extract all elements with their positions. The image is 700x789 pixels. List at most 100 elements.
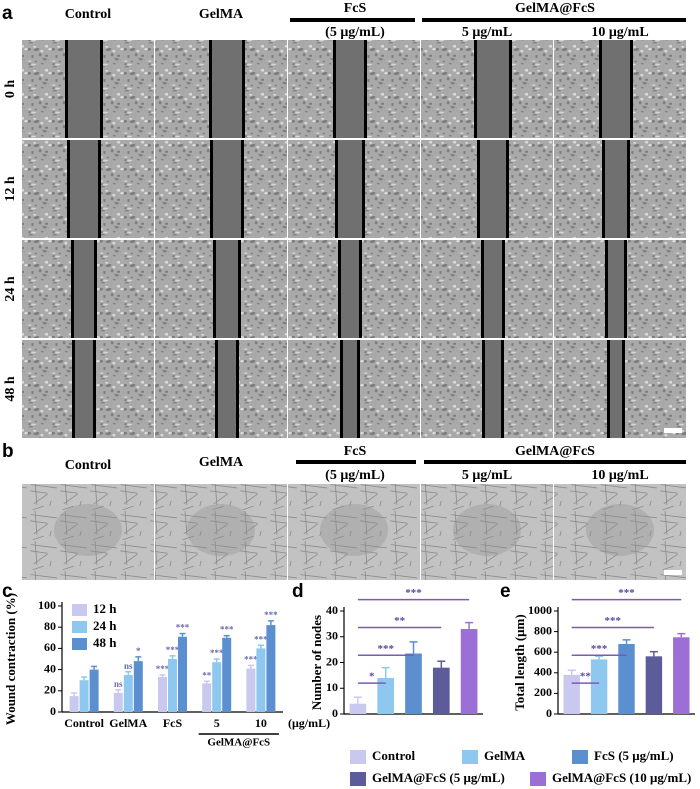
bar <box>256 648 266 712</box>
column-header: 10 μg/mL <box>591 468 648 483</box>
y-tick-label: 40 <box>44 661 56 675</box>
wound-gap <box>337 140 363 238</box>
y-tick-label: 800 <box>534 623 552 637</box>
legend-swatch <box>72 604 87 616</box>
column-header: Control <box>65 458 112 473</box>
gap-edge <box>213 240 216 338</box>
bar <box>178 636 187 712</box>
wound-gap <box>607 240 625 338</box>
column-header: GelMA@FcS <box>515 1 595 16</box>
gap-edge <box>98 140 101 238</box>
header-rule <box>296 460 416 464</box>
x-tick-label: GelMA <box>109 716 147 730</box>
gap-edge <box>599 40 602 138</box>
panel-letter: d <box>292 581 304 602</box>
scale-bar <box>664 428 682 433</box>
gap-edge <box>509 40 512 138</box>
legend-swatch <box>72 638 87 650</box>
gap-edge <box>100 40 103 138</box>
bar <box>212 662 222 712</box>
bar <box>69 696 79 712</box>
y-axis-label: Wound contraction (%) <box>3 593 18 725</box>
gap-edge <box>357 340 360 438</box>
bar <box>158 677 167 712</box>
gap-edge <box>622 340 625 438</box>
x-tick-label: FcS <box>163 716 183 730</box>
gap-edge <box>362 140 365 238</box>
legend-swatch <box>462 750 478 764</box>
bar <box>590 659 608 714</box>
gap-edge <box>605 240 608 338</box>
micrograph <box>421 484 553 580</box>
wound-gap <box>217 340 237 438</box>
gap-edge <box>474 40 477 138</box>
gap-edge <box>210 140 213 238</box>
legend-swatch <box>530 772 546 786</box>
y-axis-label: Total length (μm) <box>512 614 527 710</box>
gap-edge <box>335 140 338 238</box>
wound-gap <box>479 140 507 238</box>
micrograph <box>288 484 420 580</box>
bar <box>432 667 450 714</box>
significance-label: *** <box>220 625 234 635</box>
gap-edge <box>238 240 241 338</box>
y-tick-label: 1000 <box>528 603 552 617</box>
column-header: GelMA@FcS <box>515 444 595 459</box>
significance-label: *** <box>605 615 622 627</box>
y-axis-label: Number of nodes <box>309 615 324 710</box>
micrograph <box>155 484 287 580</box>
significance-label: * <box>136 646 141 656</box>
wound-gap <box>212 140 242 238</box>
bar <box>563 674 580 714</box>
header-rule <box>422 18 686 22</box>
gap-edge <box>340 340 343 438</box>
wound-gap <box>340 240 360 338</box>
bar <box>618 643 635 714</box>
panel-letter: a <box>2 3 13 24</box>
gap-edge <box>242 40 245 138</box>
wound-gap <box>604 140 628 238</box>
significance-label: *** <box>210 648 224 658</box>
legend-swatch <box>72 621 87 633</box>
column-header: (5 μg/mL) <box>325 468 385 483</box>
gap-edge <box>627 140 630 238</box>
wound-gap <box>67 40 101 138</box>
gap-edge <box>607 340 610 438</box>
wound-gap <box>335 40 365 138</box>
gap-edge <box>93 340 96 438</box>
gap-edge <box>67 140 70 238</box>
bar <box>79 680 89 712</box>
gap-edge <box>630 40 633 138</box>
column-header: FcS <box>344 444 367 459</box>
bar <box>266 625 276 712</box>
wound-gap <box>601 40 631 138</box>
bar <box>89 669 99 712</box>
wound-gap <box>483 240 503 338</box>
wound-gap <box>476 40 510 138</box>
bar <box>246 668 256 712</box>
column-header: GelMA <box>199 7 244 22</box>
legend-label: 24 h <box>93 618 117 633</box>
y-tick-label: 600 <box>534 644 552 658</box>
significance-label: ns <box>124 661 133 671</box>
significance-label: ** <box>580 671 592 683</box>
column-header: Control <box>65 7 112 22</box>
legend-swatch <box>350 772 366 786</box>
bar <box>222 637 232 712</box>
bar <box>673 637 690 714</box>
legend-label: GelMA <box>484 748 526 763</box>
wound-gap <box>342 340 358 438</box>
y-tick-label: 400 <box>534 665 552 679</box>
micrograph <box>22 484 154 580</box>
y-tick-label: 200 <box>534 685 552 699</box>
panel-letter: e <box>500 581 511 602</box>
bar <box>349 703 367 714</box>
row-label: 12 h <box>3 176 18 202</box>
significance-label: *** <box>166 645 180 655</box>
gap-edge <box>624 240 627 338</box>
significance-label: * <box>369 671 375 683</box>
row-label: 0 h <box>3 80 18 99</box>
header-rule <box>424 460 686 464</box>
gap-edge <box>215 340 218 438</box>
gap-edge <box>501 340 504 438</box>
